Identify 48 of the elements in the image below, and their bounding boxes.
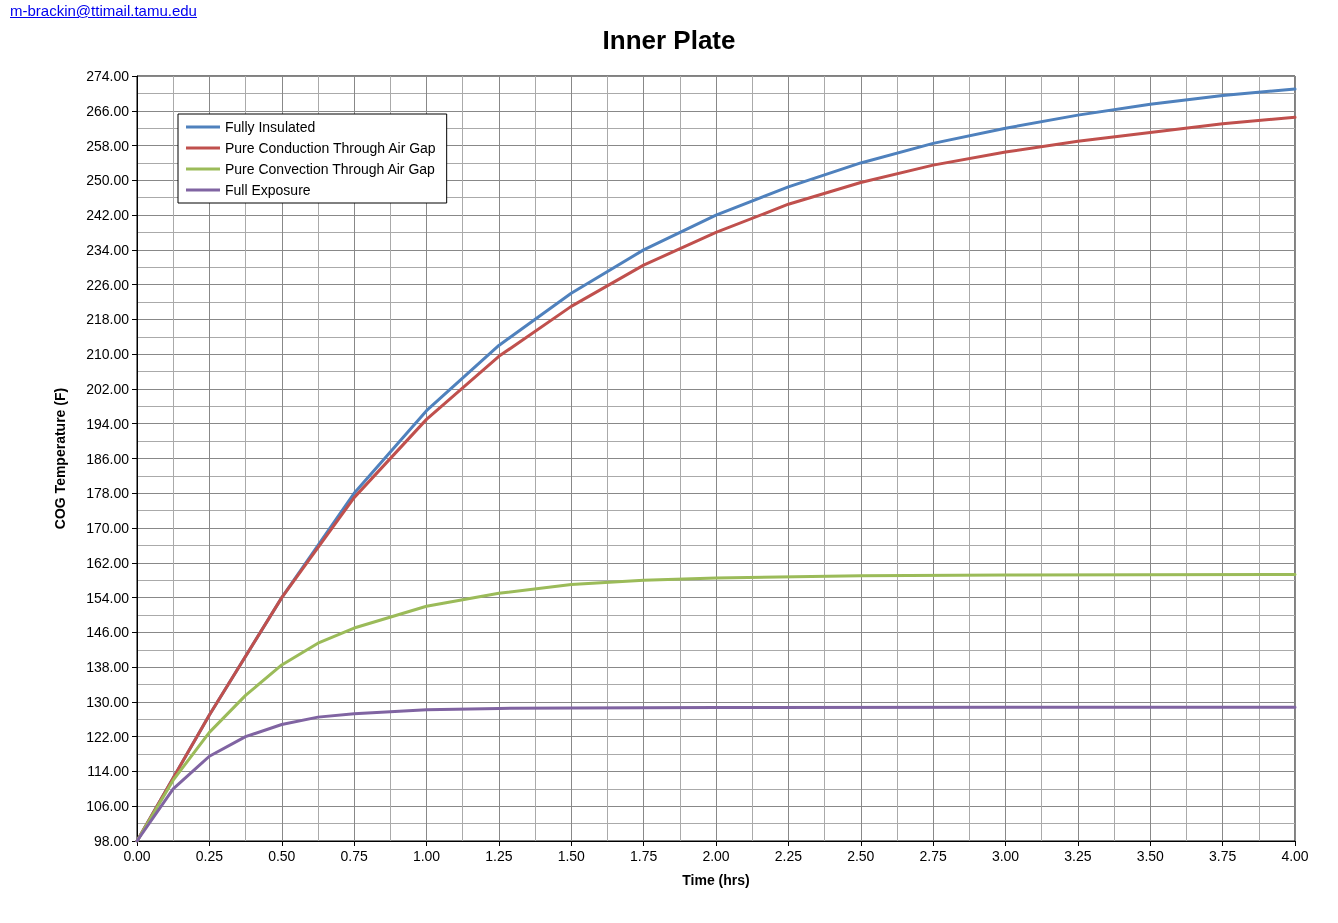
legend-label: Full Exposure (225, 182, 311, 198)
x-tick-label: 4.00 (1281, 848, 1309, 864)
y-tick-label: 218.00 (86, 311, 130, 328)
y-tick-label: 242.00 (86, 207, 130, 224)
y-tick-label: 186.00 (86, 450, 130, 467)
y-tick-label: 130.00 (86, 693, 130, 710)
legend-label: Pure Conduction Through Air Gap (225, 140, 436, 156)
legend-label: Fully Insulated (225, 119, 316, 135)
x-tick-label: 1.75 (630, 848, 658, 864)
text: m-brackin@ttimail.tamu.edu (10, 2, 197, 19)
x-tick-label: 1.00 (412, 848, 441, 864)
y-tick-label: 250.00 (86, 172, 130, 189)
x-tick-label: 3.25 (1064, 848, 1092, 864)
y-tick-label: 194.00 (86, 415, 130, 432)
y-tick-label: 138.00 (86, 659, 130, 676)
y-tick-label: 98.00 (93, 833, 130, 849)
x-tick-label: 1.50 (557, 848, 586, 864)
x-tick-label: 3.50 (1136, 848, 1165, 864)
x-tick-label: 1.25 (485, 848, 513, 864)
x-tick-label: 0.25 (195, 848, 224, 864)
y-tick-label: 114.00 (87, 763, 130, 780)
x-tick-label: 2.00 (702, 848, 730, 864)
x-tick-label: 2.25 (774, 848, 803, 864)
y-tick-label: 234.00 (86, 241, 130, 258)
legend-label: Pure Convection Through Air Gap (225, 161, 436, 177)
y-tick-label: 146.00 (86, 624, 130, 641)
x-tick-label: 0.75 (340, 848, 368, 864)
y-tick-label: 106.00 (86, 798, 130, 815)
y-tick-label: 178.00 (86, 485, 130, 502)
y-tick-label: 170.00 (86, 520, 130, 537)
x-tick-label: 2.50 (847, 848, 875, 864)
y-tick-label: 258.00 (86, 137, 130, 154)
y-tick-label: 202.00 (86, 380, 130, 397)
y-tick-label: 162.00 (86, 554, 130, 571)
x-tick-label: 2.75 (919, 848, 947, 864)
chart-title: Inner Plate (602, 25, 736, 55)
y-tick-label: 154.00 (86, 589, 130, 606)
y-axis-title: COG Temperature (F) (52, 387, 68, 530)
x-axis-title: Time (hrs) (682, 872, 750, 888)
x-tick-label: 0.50 (268, 848, 296, 864)
x-tick-label: 3.75 (1209, 848, 1237, 864)
y-tick-label: 226.00 (86, 276, 130, 293)
y-tick-label: 122.00 (86, 728, 130, 745)
x-tick-label: 3.00 (991, 848, 1020, 864)
y-tick-label: 274.00 (86, 68, 130, 84)
y-tick-label: 266.00 (86, 102, 130, 119)
y-tick-label: 210.00 (86, 346, 130, 363)
x-tick-label: 0.00 (123, 848, 151, 864)
